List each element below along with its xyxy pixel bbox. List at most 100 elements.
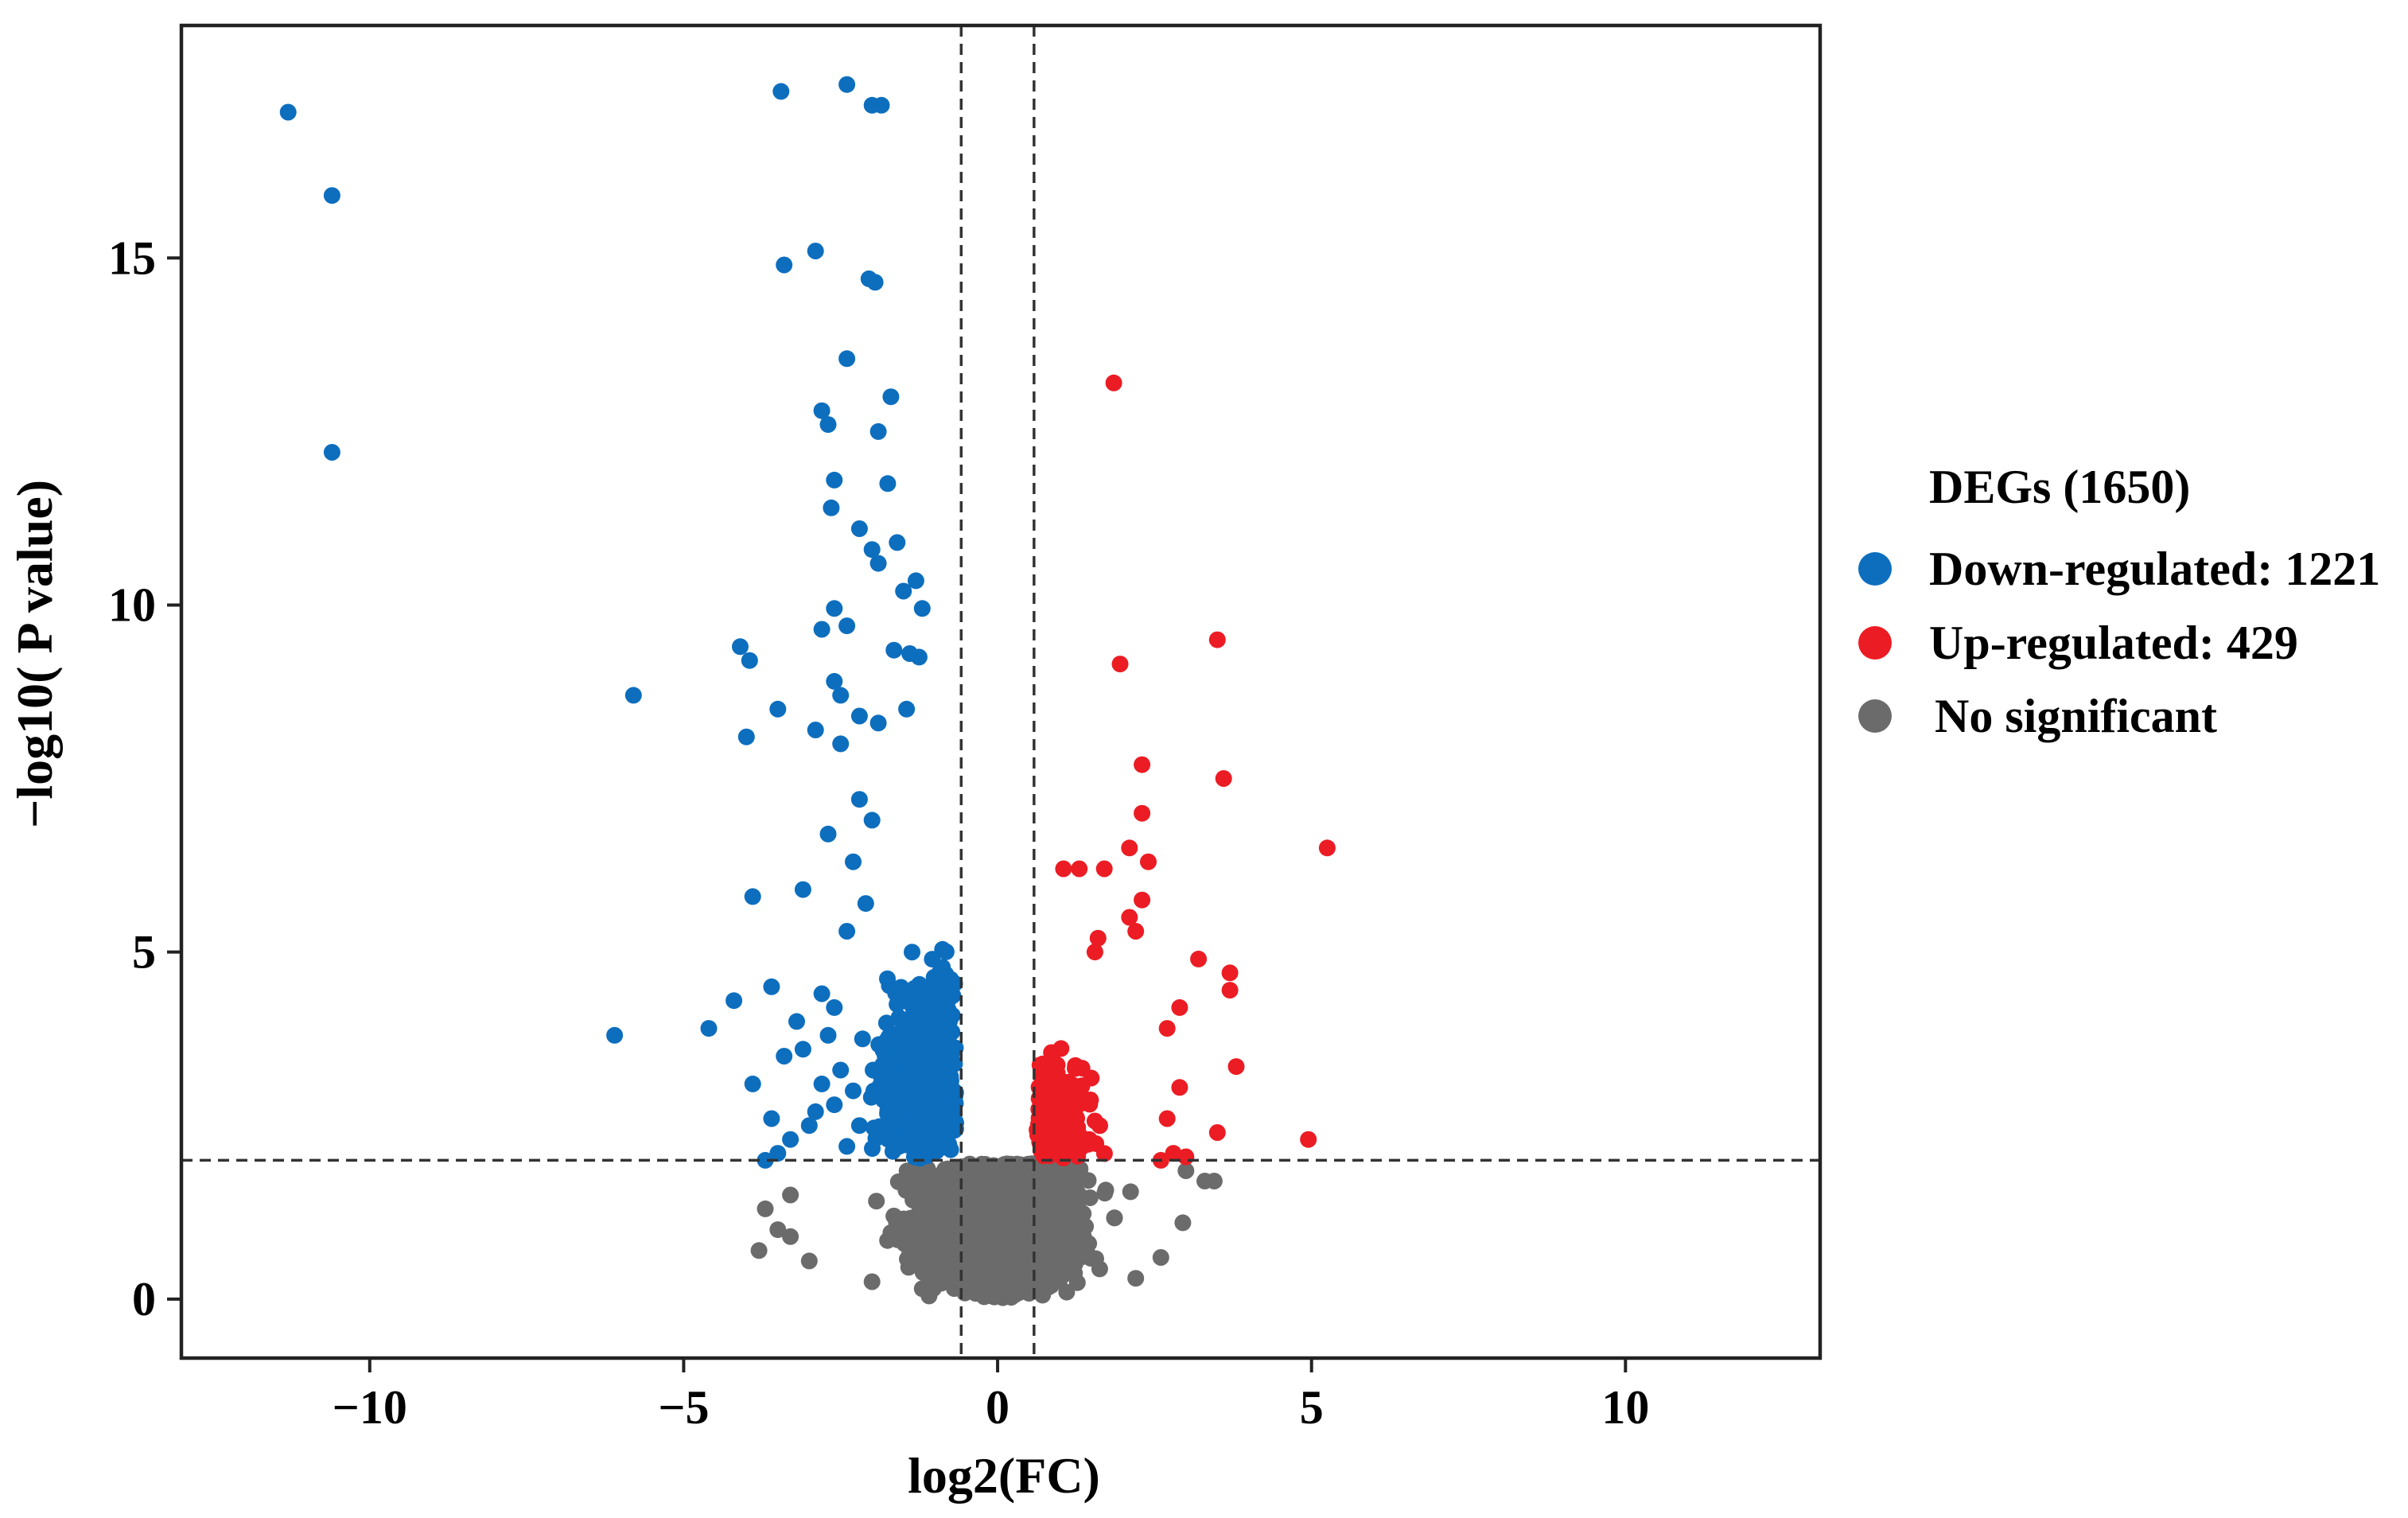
- no-significant-point: [1036, 1232, 1053, 1250]
- no-significant-point: [1006, 1271, 1023, 1289]
- up-regulated-point: [1165, 1145, 1182, 1162]
- down-regulated-point: [800, 1117, 818, 1135]
- up-regulated-point: [1215, 770, 1232, 787]
- down-regulated-point: [826, 998, 843, 1016]
- no-significant-point: [986, 1162, 1003, 1179]
- no-significant-point: [1028, 1180, 1045, 1197]
- down-regulated-point: [769, 1145, 787, 1162]
- x-axis-title: log2(FC): [908, 1447, 1100, 1504]
- down-regulated-point: [874, 1041, 892, 1059]
- no-significant-point: [971, 1193, 989, 1211]
- down-regulated-point: [757, 1151, 774, 1169]
- no-significant-point: [1007, 1207, 1025, 1224]
- no-significant-point: [782, 1228, 799, 1245]
- no-significant-point: [940, 1244, 957, 1262]
- no-significant-point: [1070, 1185, 1087, 1203]
- down-regulated-point: [937, 943, 955, 960]
- up-regulated-point: [1221, 964, 1239, 982]
- y-axis-ticks: 0 5 10 15: [108, 232, 181, 1325]
- legend-label-down: Down-regulated: 1221: [1929, 543, 2380, 595]
- down-regulated-point: [863, 541, 881, 559]
- down-regulated-point: [826, 1096, 843, 1114]
- y-tick-label: 5: [132, 926, 156, 979]
- down-regulated-point: [606, 1026, 624, 1044]
- no-significant-point: [975, 1262, 993, 1279]
- no-significant-point: [904, 1164, 922, 1181]
- down-regulated-point: [794, 1041, 811, 1058]
- down-regulated-point: [838, 76, 856, 93]
- legend: DEGs (1650) Down-regulated: 1221 Up-regu…: [1858, 461, 2380, 742]
- up-regulated-point: [1082, 1092, 1099, 1108]
- x-tick-label: 0: [986, 1381, 1009, 1434]
- legend-marker-up: [1858, 626, 1892, 660]
- down-regulated-point: [933, 1049, 951, 1066]
- down-regulated-point: [869, 555, 887, 572]
- down-regulated-point: [726, 992, 743, 1010]
- down-regulated-point: [279, 103, 297, 121]
- no-significant-point: [757, 1200, 774, 1217]
- no-significant-point: [954, 1164, 971, 1181]
- up-regulated-points-layer: [1029, 374, 1336, 1169]
- down-regulated-point: [741, 652, 758, 669]
- up-regulated-point: [1134, 804, 1151, 822]
- up-regulated-point: [1134, 891, 1151, 909]
- down-regulated-point: [772, 83, 790, 100]
- up-regulated-point: [1073, 1060, 1091, 1077]
- down-regulated-point: [832, 1061, 850, 1079]
- down-regulated-point: [910, 648, 928, 666]
- down-regulated-point: [819, 1026, 837, 1044]
- up-regulated-point: [1089, 929, 1107, 947]
- down-regulated-point: [877, 1014, 895, 1032]
- down-regulated-point: [901, 1062, 918, 1080]
- legend-title: DEGs (1650): [1929, 461, 2190, 513]
- down-regulated-point: [832, 687, 850, 704]
- no-significant-point: [999, 1285, 1017, 1302]
- down-regulated-point: [782, 1131, 799, 1148]
- up-regulated-point: [1095, 860, 1113, 878]
- no-significant-point: [1097, 1181, 1115, 1199]
- down-regulated-point: [921, 1018, 939, 1036]
- down-regulated-point: [838, 617, 856, 635]
- no-significant-point: [971, 1281, 989, 1298]
- up-regulated-point: [1318, 839, 1336, 857]
- down-regulated-point: [838, 350, 856, 368]
- down-regulated-point: [891, 1080, 908, 1098]
- no-significant-point: [868, 1193, 885, 1210]
- legend-marker-down: [1858, 552, 1892, 586]
- down-regulated-point: [763, 978, 780, 995]
- up-regulated-point: [1031, 1057, 1048, 1074]
- down-regulated-point: [323, 187, 340, 204]
- down-regulated-point: [879, 475, 897, 492]
- no-significant-point: [1058, 1283, 1076, 1301]
- down-regulated-point: [862, 1088, 880, 1106]
- down-regulated-point: [913, 600, 931, 617]
- down-regulated-point: [850, 707, 868, 725]
- up-regulated-point: [1134, 756, 1151, 773]
- down-regulated-point: [769, 700, 787, 718]
- down-regulated-point: [902, 1122, 919, 1138]
- no-significant-point: [998, 1180, 1015, 1197]
- no-significant-point: [946, 1267, 963, 1285]
- down-regulated-point: [880, 1121, 897, 1138]
- down-regulated-point: [869, 422, 887, 440]
- down-regulated-point: [807, 722, 824, 738]
- down-regulated-point: [737, 728, 755, 745]
- down-regulated-point: [937, 966, 955, 983]
- no-significant-point: [1122, 1183, 1139, 1201]
- down-regulated-point: [700, 1020, 718, 1037]
- up-regulated-point: [1041, 1112, 1059, 1130]
- down-regulated-point: [819, 825, 837, 843]
- up-regulated-point: [1140, 853, 1157, 870]
- no-significant-point: [800, 1252, 818, 1270]
- down-regulated-point: [813, 985, 831, 1002]
- down-regulated-point: [819, 416, 837, 434]
- down-regulated-point: [850, 520, 868, 537]
- no-significant-point: [1152, 1249, 1169, 1266]
- down-regulated-point: [885, 641, 903, 659]
- no-significant-point: [988, 1251, 1006, 1268]
- down-regulated-point: [794, 881, 811, 898]
- down-regulated-point: [838, 1138, 856, 1155]
- no-significant-point: [885, 1208, 903, 1224]
- no-significant-point: [889, 1173, 907, 1190]
- no-significant-point: [916, 1263, 933, 1280]
